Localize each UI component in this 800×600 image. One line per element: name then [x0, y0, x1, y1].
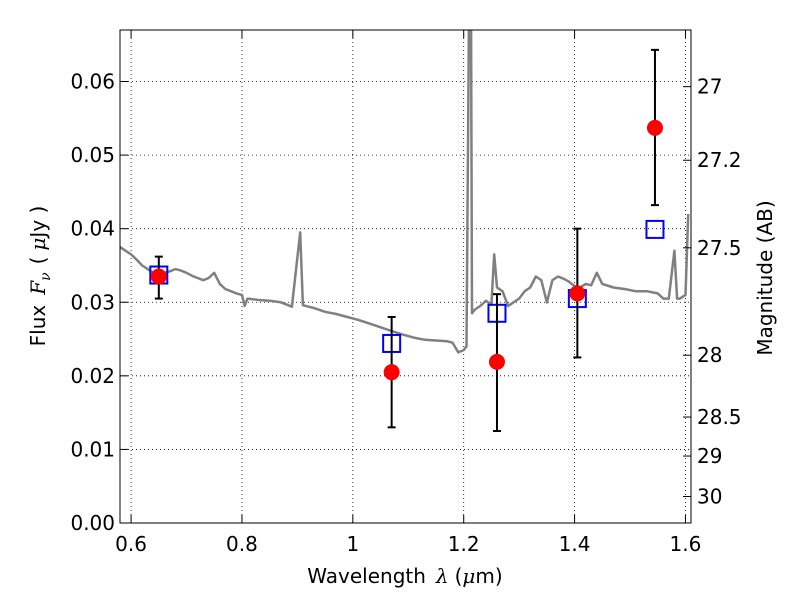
y2-tick-label: 27.5: [697, 236, 742, 260]
y2-tick-label: 27.2: [697, 148, 742, 172]
observed-flux-point: [488, 353, 505, 370]
x-tick-label: 1.6: [670, 532, 702, 556]
y-tick-label: 0.00: [70, 511, 115, 535]
x-axis-label: Wavelength λ (μm): [307, 564, 502, 588]
observed-flux-point: [150, 268, 167, 285]
y-tick-label: 0.04: [70, 217, 115, 241]
y-tick-label: 0.01: [70, 437, 115, 461]
y2-tick-label: 28.5: [697, 405, 742, 429]
y-tick-label: 0.05: [70, 143, 115, 167]
observed-flux-point: [383, 364, 400, 381]
x-tick-label: 1.2: [448, 532, 480, 556]
model-photometry-square: [645, 219, 665, 239]
x-tick-label: 1.4: [559, 532, 591, 556]
y2-axis-label: Magnitude (AB): [753, 200, 777, 355]
y-tick-label: 0.02: [70, 364, 115, 388]
data-layer: [120, 30, 690, 354]
error-bars: [149, 48, 665, 433]
y-axis-label: FluxFν(μJy ): [26, 206, 54, 347]
y2-tick-label: 28: [697, 343, 722, 367]
y2-tick-label: 29: [697, 444, 722, 468]
x-tick-label: 1: [346, 532, 359, 556]
x-tick-label: 0.6: [115, 532, 147, 556]
observed-flux-point: [569, 285, 586, 302]
plot-frame: [119, 29, 692, 524]
y-tick-label: 0.03: [70, 290, 115, 314]
observed-flux-point: [646, 119, 663, 136]
ticks: 0.6 0.8 1 1.2 1.4 1.6 0.00 0.01 0.02 0.03 0.04 0.05…: [70, 30, 742, 556]
y2-tick-label: 27: [697, 75, 722, 99]
plot-background: [120, 30, 691, 523]
x-tick-label: 0.8: [226, 532, 258, 556]
y2-tick-label: 30: [697, 485, 722, 509]
y-tick-label: 0.06: [70, 70, 115, 94]
model-spectrum-line: [120, 30, 690, 354]
